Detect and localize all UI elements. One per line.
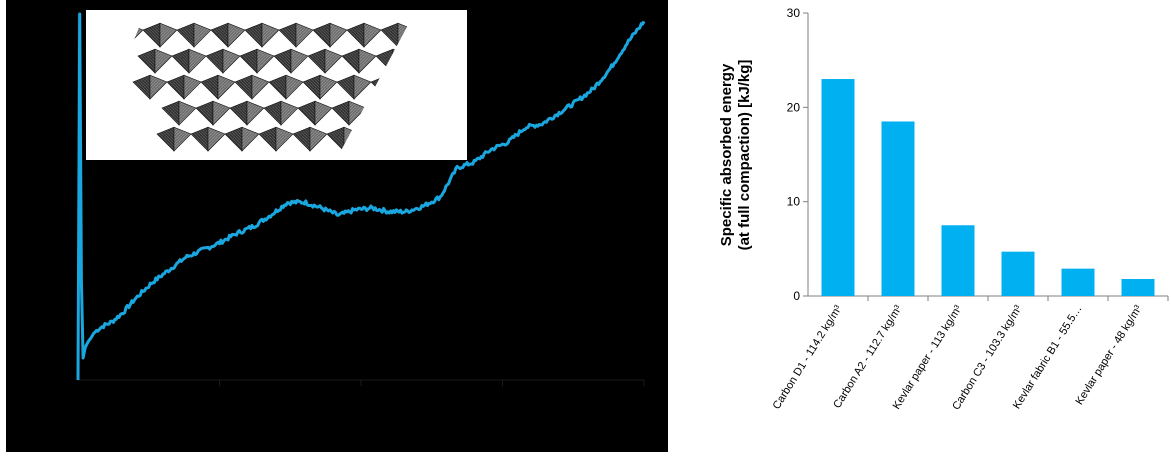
x-tick-label: Carbon C3 - 103.3 kg/m³ xyxy=(950,303,1025,412)
y-tick-labels: 0 10 20 30 xyxy=(787,6,801,303)
carbon-fiber-core-photo xyxy=(86,10,467,160)
y-tick-label: 10 xyxy=(787,195,801,209)
bar xyxy=(941,225,975,296)
y-tick-label: 20 xyxy=(787,100,801,114)
bar xyxy=(821,79,855,297)
x-tick-label: Kevlar paper - 113 kg/m³ xyxy=(891,303,965,412)
load-curve-panel xyxy=(6,0,668,452)
energy-bar-panel: 0 10 20 30 Carbon D1 - 114.2 kg/m³ Carbon A2… xyxy=(700,0,1171,452)
pyramid-grid xyxy=(108,22,467,152)
bar xyxy=(1121,279,1155,296)
y-axis-label-line2: (at full compaction) [kJ/kg] xyxy=(736,60,753,251)
y-tick-label: 30 xyxy=(787,6,801,20)
x-tick-label: Kevlar fabric B1 - 55.5… xyxy=(1011,303,1085,411)
bar xyxy=(1001,251,1035,296)
y-axis-label-line1: Specific absorbed energy xyxy=(718,63,735,246)
bar xyxy=(881,121,915,296)
bar xyxy=(1061,268,1095,296)
y-tick-label: 0 xyxy=(793,289,800,303)
load-curve-chart xyxy=(76,12,646,386)
x-tick-label: Kevlar paper - 48 kg/m³ xyxy=(1073,303,1144,407)
x-tick-label: Carbon A2 - 112.7 kg/m³ xyxy=(831,303,904,411)
bars xyxy=(821,79,1155,297)
series-line xyxy=(76,12,646,381)
photo-inset xyxy=(86,10,467,160)
x-tick-label: Carbon D1 - 114.2 kg/m³ xyxy=(771,303,845,412)
bar-axes xyxy=(803,12,1169,301)
